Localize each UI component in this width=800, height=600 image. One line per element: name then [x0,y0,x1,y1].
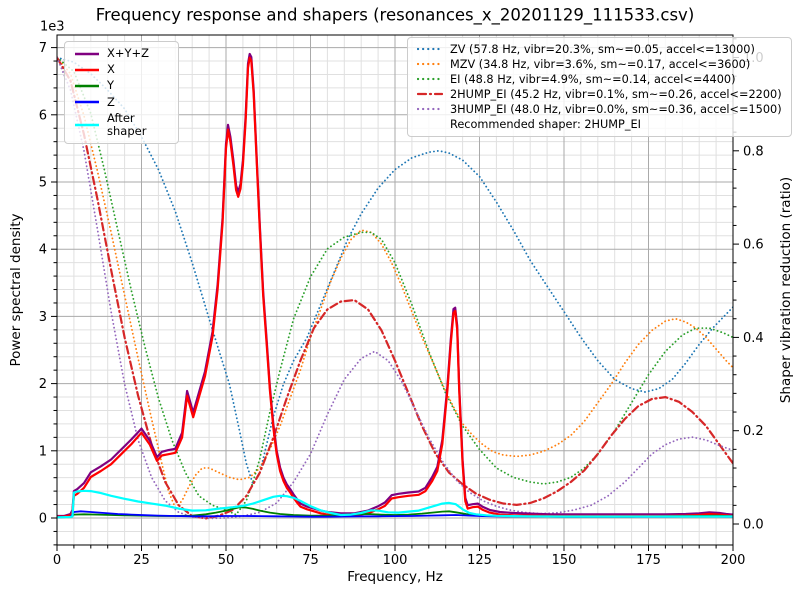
y-left-tick-label: 2 [39,377,47,392]
x-tick-label: 125 [467,553,492,568]
series-after-shaper [57,489,733,519]
legend-item: After shaper [74,110,169,139]
legend-item: X+Y+Z [74,46,169,60]
legend-item-label: X [107,62,115,77]
legend-item-label: X+Y+Z [107,46,150,60]
series-curves [57,52,733,520]
legend-item: 2HUMP_EI (45.2 Hz, vibr=0.1%, sm~=0.26, … [417,88,782,101]
series-x [57,56,733,518]
axis-ticks [51,38,739,551]
legend-item-label: Y [107,78,115,93]
x-axis-label: Frequency, Hz [347,569,443,585]
y-left-tick-label: 6 [39,108,47,123]
x-tick-label: 200 [721,553,746,568]
y-left-tick-label: 1 [39,444,47,459]
y-axis-offset-text: 1e3 [40,19,65,35]
legend-footer-recommended-shaper: Recommended shaper: 2HUMP_EI [450,117,641,131]
legend-item: Y [74,79,169,92]
legend-item-label: 2HUMP_EI (45.2 Hz, vibr=0.1%, sm~=0.26, … [450,87,782,101]
y-right-tick-label: 0.4 [743,331,764,346]
legend-line-swatch-zv [417,48,443,51]
legend-item: X [74,62,169,77]
legend-item: 3HUMP_EI (48.0 Hz, vibr=0.0%, sm~=0.36, … [417,103,782,116]
y-right-tick-label: 0.8 [743,144,764,159]
x-tick-label: 175 [636,553,661,568]
legend-item-label: After shaper [107,110,147,139]
legend-line-swatch-z [75,100,99,104]
legend-item: Z [74,94,169,109]
series-3hump-ei [57,56,733,520]
x-tick-label: 50 [218,553,235,568]
legend-frequency-response: X+Y+Z X Y Z After shaper [64,41,179,145]
series-zv [57,56,733,486]
y-left-tick-label: 7 [39,41,47,56]
y-left-tick-label: 3 [39,310,47,325]
x-tick-label: 75 [302,553,319,568]
y-left-tick-label: 5 [39,176,47,191]
legend-line-swatch-mzv [417,63,443,66]
x-tick-label: 100 [383,553,408,568]
tick-labels: 0 25 50 75 100 125 150 175 200 0 1 2 3 4 5 6 7 0.0 0.2 0.4 0… [39,41,764,568]
legend-item: MZV (34.8 Hz, vibr=3.6%, sm~=0.17, accel… [417,58,782,71]
legend-item-label: 3HUMP_EI (48.0 Hz, vibr=0.0%, sm~=0.36, … [450,102,782,116]
chart-title: Frequency response and shapers (resonanc… [95,5,695,25]
legend-line-swatch-after [75,123,99,127]
y-right-tick-label: 0.0 [743,518,764,533]
legend-item: ZV (57.8 Hz, vibr=20.3%, sm~=0.05, accel… [417,43,782,56]
series-2hump-ei [57,56,733,520]
legend-line-swatch-2hump_ei [417,93,443,96]
legend-line-swatch-3hump_ei [417,108,443,111]
y-left-tick-label: 4 [39,243,47,258]
legend-item-label: EI (48.8 Hz, vibr=4.9%, sm~=0.14, accel<… [450,72,736,86]
y-left-tick-label: 0 [39,512,47,527]
series-x-y-z [57,52,733,518]
y-right-tick-label: 0.2 [743,424,764,439]
y-right-tick-label: 0.6 [743,238,764,253]
legend-line-swatch-x+y+z [75,52,99,55]
y-axis-label-left: Power spectral density [8,213,24,367]
legend-line-swatch-y [75,84,99,88]
legend-item-label: ZV (57.8 Hz, vibr=20.3%, sm~=0.05, accel… [450,43,755,56]
y-axis-label-right: Shaper vibration reduction (ratio) [778,176,794,404]
x-tick-label: 25 [133,553,150,568]
legend-line-swatch-ei [417,78,443,81]
legend-line-swatch-x [75,68,99,72]
x-tick-label: 0 [53,553,61,568]
legend-item-label: MZV (34.8 Hz, vibr=3.6%, sm~=0.17, accel… [450,57,751,71]
legend-shapers: ZV (57.8 Hz, vibr=20.3%, sm~=0.05, accel… [407,37,792,137]
legend-item: EI (48.8 Hz, vibr=4.9%, sm~=0.14, accel<… [417,73,782,86]
legend-item-label: Z [107,94,115,109]
x-tick-label: 150 [552,553,577,568]
